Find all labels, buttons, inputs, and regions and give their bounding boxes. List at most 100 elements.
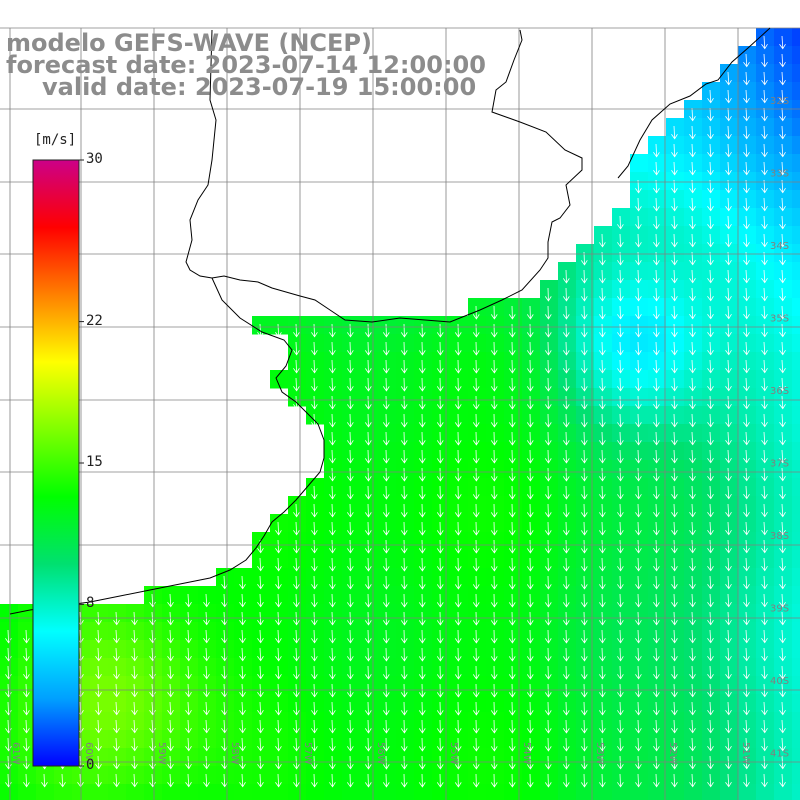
- wind-cell: [414, 658, 433, 677]
- wind-arrow: [544, 701, 552, 716]
- wind-cell: [360, 406, 379, 425]
- wind-cell: [738, 352, 757, 371]
- wind-arrow: [436, 701, 444, 716]
- wind-cell: [720, 640, 739, 659]
- wind-cell: [702, 496, 721, 515]
- wind-cell: [756, 352, 775, 371]
- wind-arrow: [311, 503, 318, 518]
- wind-cell: [792, 478, 800, 497]
- wind-cell: [738, 226, 757, 245]
- wind-cell: [792, 622, 800, 641]
- wind-cell: [306, 334, 325, 353]
- wind-arrow: [761, 737, 768, 752]
- wind-arrow: [347, 575, 354, 590]
- wind-arrow: [526, 647, 534, 662]
- wind-arrow: [382, 629, 390, 644]
- wind-arrow: [725, 125, 732, 140]
- wind-cell: [558, 586, 577, 605]
- wind-cell: [288, 604, 307, 623]
- wind-arrow: [526, 683, 534, 698]
- wind-cell: [738, 280, 757, 299]
- wind-cell: [342, 640, 361, 659]
- wind-arrow: [364, 593, 372, 608]
- wind-arrow: [707, 215, 714, 230]
- wind-arrow: [562, 359, 570, 374]
- wind-cell: [486, 676, 505, 695]
- wind-arrow: [5, 773, 12, 788]
- wind-cell: [378, 694, 397, 713]
- wind-arrow: [275, 773, 282, 788]
- wind-cell: [432, 532, 451, 551]
- wind-arrow: [761, 71, 768, 86]
- wind-arrow: [454, 377, 462, 392]
- wind-cell: [432, 460, 451, 479]
- wind-arrow: [580, 503, 588, 518]
- wind-arrow: [490, 431, 498, 446]
- wind-cell: [720, 226, 739, 245]
- wind-arrow: [707, 89, 714, 104]
- wind-arrow: [472, 359, 480, 374]
- wind-cell: [414, 586, 433, 605]
- wind-arrow: [617, 287, 624, 302]
- wind-cell: [108, 604, 127, 623]
- wind-arrow: [580, 413, 588, 428]
- wind-arrow: [725, 647, 732, 662]
- wind-arrow: [653, 215, 660, 230]
- wind-arrow: [149, 665, 156, 680]
- wind-arrow: [617, 575, 624, 590]
- wind-arrow: [617, 683, 624, 698]
- wind-arrow: [472, 539, 480, 554]
- wind-cell: [594, 388, 613, 407]
- wind-arrow: [653, 503, 660, 518]
- wind-cell: [414, 460, 433, 479]
- wind-cell: [522, 712, 541, 731]
- wind-cell: [558, 766, 577, 785]
- wind-cell: [756, 334, 775, 353]
- wind-arrow: [580, 521, 588, 536]
- wind-cell: [378, 730, 397, 749]
- wind-cell: [378, 478, 397, 497]
- wind-arrow: [41, 773, 48, 788]
- wind-arrow: [472, 773, 480, 788]
- wind-arrow: [544, 557, 552, 572]
- wind-cell: [468, 622, 487, 641]
- wind-arrow: [544, 773, 552, 788]
- wind-cell: [144, 694, 163, 713]
- wind-arrow: [779, 197, 786, 212]
- wind-arrow: [293, 629, 300, 644]
- wind-cell: [612, 208, 631, 227]
- wind-arrow: [203, 719, 210, 734]
- wind-arrow: [508, 737, 516, 752]
- wind-arrow: [617, 377, 624, 392]
- wind-cell: [522, 550, 541, 569]
- wind-cell: [576, 424, 595, 443]
- wind-cell: [738, 424, 757, 443]
- wind-arrow: [707, 107, 714, 122]
- wind-arrow: [508, 593, 516, 608]
- wind-cell: [18, 766, 37, 785]
- wind-cell: [306, 496, 325, 515]
- wind-cell: [702, 190, 721, 209]
- wind-arrow: [275, 719, 282, 734]
- wind-cell: [396, 388, 415, 407]
- wind-cell: [0, 640, 19, 659]
- wind-arrow: [5, 665, 12, 680]
- wind-cell: [720, 658, 739, 677]
- wind-arrow: [653, 431, 660, 446]
- wind-arrow: [562, 629, 570, 644]
- wind-cell: [144, 784, 163, 800]
- wind-arrow: [400, 629, 408, 644]
- wind-arrow: [400, 611, 408, 626]
- wind-arrow: [599, 557, 606, 572]
- wind-cell: [396, 424, 415, 443]
- wind-arrow: [364, 575, 372, 590]
- wind-arrow: [617, 773, 624, 788]
- wind-cell: [486, 406, 505, 425]
- wind-arrow: [131, 701, 138, 716]
- wind-arrow: [562, 683, 570, 698]
- wind-arrow: [599, 269, 606, 284]
- wind-cell: [576, 388, 595, 407]
- latitude-label: 39S: [770, 604, 789, 615]
- wind-arrow: [436, 323, 444, 338]
- wind-cell: [630, 766, 649, 785]
